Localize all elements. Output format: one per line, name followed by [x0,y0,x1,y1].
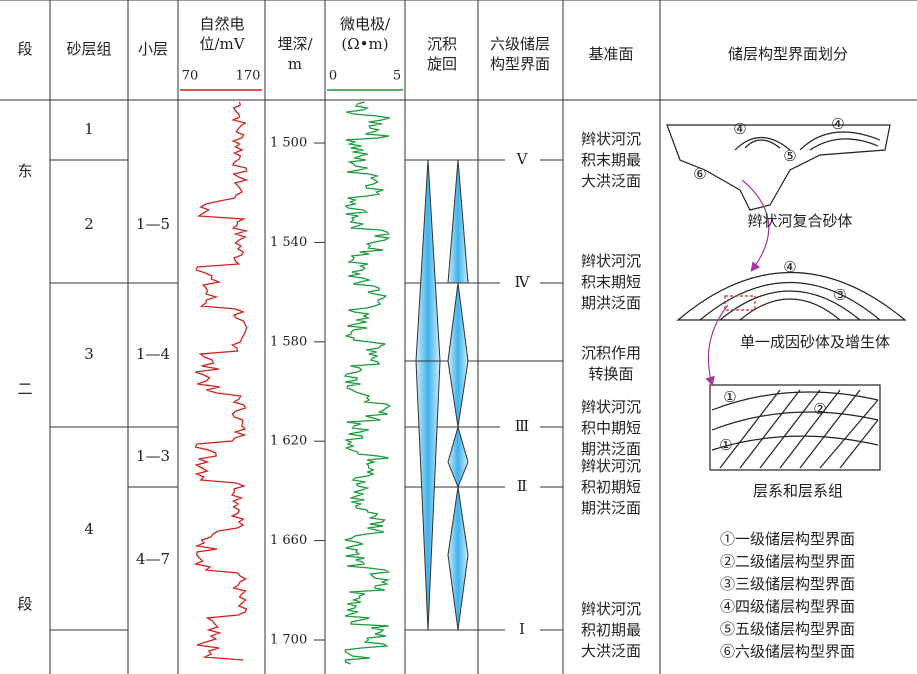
header: 段 [17,40,32,58]
layer: 1—5 [136,215,170,233]
log-curves [193,101,392,665]
datum-text: 沉积作用 [581,344,641,362]
datum-text: 期洪泛面 [581,440,641,458]
sketch-label: ⑥ [693,165,706,183]
depth-label: 1 660 [270,533,307,548]
layer: 1—4 [136,345,170,363]
header: m [288,55,302,73]
scale: 70 [182,69,199,84]
sand-group: 2 [84,215,94,233]
sketch-label: ④ [733,120,746,138]
legend-item: ③三级储层构型界面 [720,575,855,593]
interface-label: Ⅱ [517,477,527,495]
legend-item: ②二级储层构型界面 [720,553,855,571]
datum-text: 辫状河沉 [581,600,641,618]
interface-label: Ⅳ [515,273,531,291]
header: 小层 [138,40,168,58]
datum-text: 辫状河沉 [581,457,641,475]
header: 旋回 [427,55,457,73]
legend-item: ⑥六级储层构型界面 [720,643,855,661]
legend-item: ①一级储层构型界面 [720,530,855,548]
sketch-label: ① [723,388,736,406]
datum-text: 转换面 [588,365,633,383]
datum-text: 积末期短 [581,273,641,291]
sketch-label: ④ [831,115,844,133]
header: 位/mV [199,35,245,53]
depth-label: 1 620 [270,434,307,449]
header: 储层构型界面划分 [728,45,848,63]
scale: 5 [393,69,401,84]
sp-curve [193,101,249,661]
depth-label: 1 700 [270,633,307,648]
header: 基准面 [588,45,633,63]
scale: 0 [329,69,337,84]
header: 微电极/ [340,15,391,33]
datum-text: 积初期短 [581,478,641,496]
sand-group: 4 [84,520,94,538]
datum-text: 期洪泛面 [581,294,641,312]
datum-text: 辫状河沉 [581,252,641,270]
depth-label: 1 500 [270,136,307,151]
legend-item: ⑤五级储层构型界面 [720,620,855,638]
datum-text: 大洪泛面 [581,172,641,190]
layer: 4—7 [136,550,170,568]
header: 砂层组 [66,40,111,58]
sketch-caption: 辫状河复合砂体 [747,212,852,230]
datum-text: 大洪泛面 [581,642,641,660]
segment: 东 [17,162,32,180]
segment: 段 [17,595,32,613]
legend-item: ④四级储层构型界面 [720,598,855,616]
micro-curve [343,101,392,665]
datum-text: 辫状河沉 [581,130,641,148]
header: 沉积 [427,35,457,53]
header: 六级储层 [490,35,550,53]
sketch-label: ④ [783,258,796,276]
header: 自然电 [199,15,244,33]
sketch-label: ⑤ [783,147,796,165]
sand-group: 1 [84,120,94,138]
sand-group: 3 [84,345,94,363]
scale: 170 [236,69,261,84]
datum-text: 期洪泛面 [581,499,641,517]
sketches [666,124,907,471]
sketch-label: ② [813,400,826,418]
header: 构型界面 [490,55,550,73]
datum-text: 积中期短 [581,419,641,437]
layer: 1—3 [136,447,170,465]
cycle-shapes [415,159,469,631]
interface-label: Ⅴ [516,150,529,168]
datum-text: 辫状河沉 [581,398,641,416]
depth-label: 1 580 [270,334,307,349]
sketch-label: ③ [833,286,846,304]
interface-label: Ⅲ [515,417,529,435]
sketch-caption: 层系和层系组 [753,482,843,500]
datum-text: 积初期最 [581,621,641,639]
segment: 二 [17,380,32,398]
interface-label: Ⅰ [519,620,525,638]
depth-label: 1 540 [270,235,307,250]
sketch-label: ① [719,436,732,454]
datum-text: 积末期最 [581,151,641,169]
sketch-caption: 单一成因砂体及增生体 [740,333,890,351]
header: 埋深/ [277,35,313,53]
header: (Ω•m) [341,35,388,53]
